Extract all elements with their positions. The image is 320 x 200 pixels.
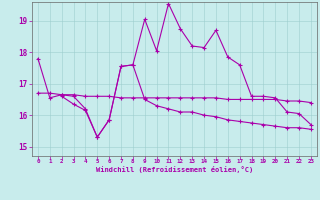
X-axis label: Windchill (Refroidissement éolien,°C): Windchill (Refroidissement éolien,°C) <box>96 166 253 173</box>
